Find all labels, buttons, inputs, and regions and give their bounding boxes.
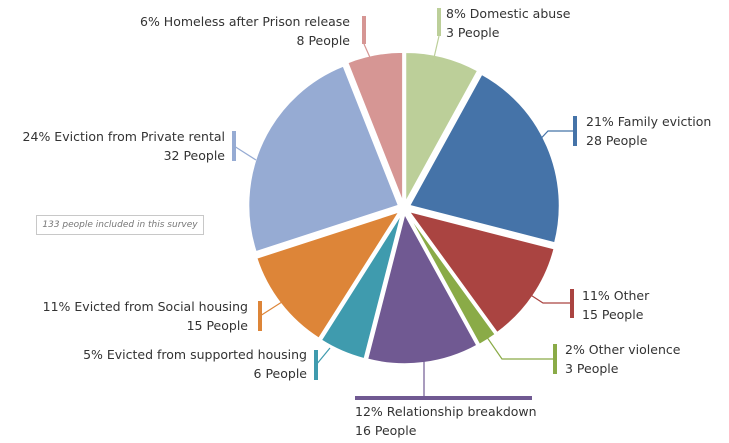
slice-people-label: 3 People	[565, 361, 619, 376]
slice-percent-label: 11% Other	[582, 288, 650, 303]
pie-slice-evicted-from-supported-housing	[320, 213, 403, 360]
pie-slice-domestic-abuse	[404, 51, 479, 203]
pie-slice-other	[407, 210, 556, 334]
slice-percent-label: 6% Homeless after Prison release	[140, 14, 350, 29]
slice-percent-label: 8% Domestic abuse	[446, 6, 571, 21]
slice-people-label: 3 People	[446, 25, 500, 40]
leader-line	[363, 43, 373, 63]
slice-percent-label: 21% Family eviction	[586, 114, 711, 129]
pie-labels: 8% Domestic abuse 3 People 21% Family evic…	[23, 6, 712, 438]
slice-people-label: 15 People	[187, 318, 249, 333]
leader-line	[481, 329, 555, 360]
slice-people-label: 32 People	[164, 148, 226, 163]
pie-slice-family-eviction	[408, 73, 561, 244]
slice-percent-label: 11% Evicted from Social housing	[43, 299, 248, 314]
leader-line	[259, 299, 286, 317]
slice-people-label: 6 People	[254, 366, 308, 381]
pie-slice-homeless-after-prison-release	[346, 51, 404, 203]
leader-line	[531, 130, 575, 149]
label-leaders	[232, 8, 577, 400]
pie-slice-evicted-from-social-housing	[255, 210, 402, 340]
slice-percent-label: 24% Eviction from Private rental	[23, 129, 225, 144]
slice-percent-label: 12% Relationship breakdown	[355, 404, 537, 419]
pie-slice-eviction-from-private-rental	[247, 65, 400, 253]
slice-people-label: 8 People	[297, 33, 351, 48]
leader-line	[432, 35, 440, 63]
pie-slices	[247, 51, 561, 365]
leader-line	[315, 347, 331, 366]
slice-percent-label: 2% Other violence	[565, 342, 681, 357]
slice-percent-label: 5% Evicted from supported housing	[83, 347, 307, 362]
slice-people-label: 28 People	[586, 133, 648, 148]
leader-line	[525, 291, 572, 304]
survey-note: 133 people included in this survey	[36, 215, 204, 235]
pie-slice-other-violence	[406, 212, 497, 346]
leader-line	[233, 145, 257, 161]
slice-people-label: 16 People	[355, 423, 417, 438]
slice-people-label: 15 People	[582, 307, 644, 322]
